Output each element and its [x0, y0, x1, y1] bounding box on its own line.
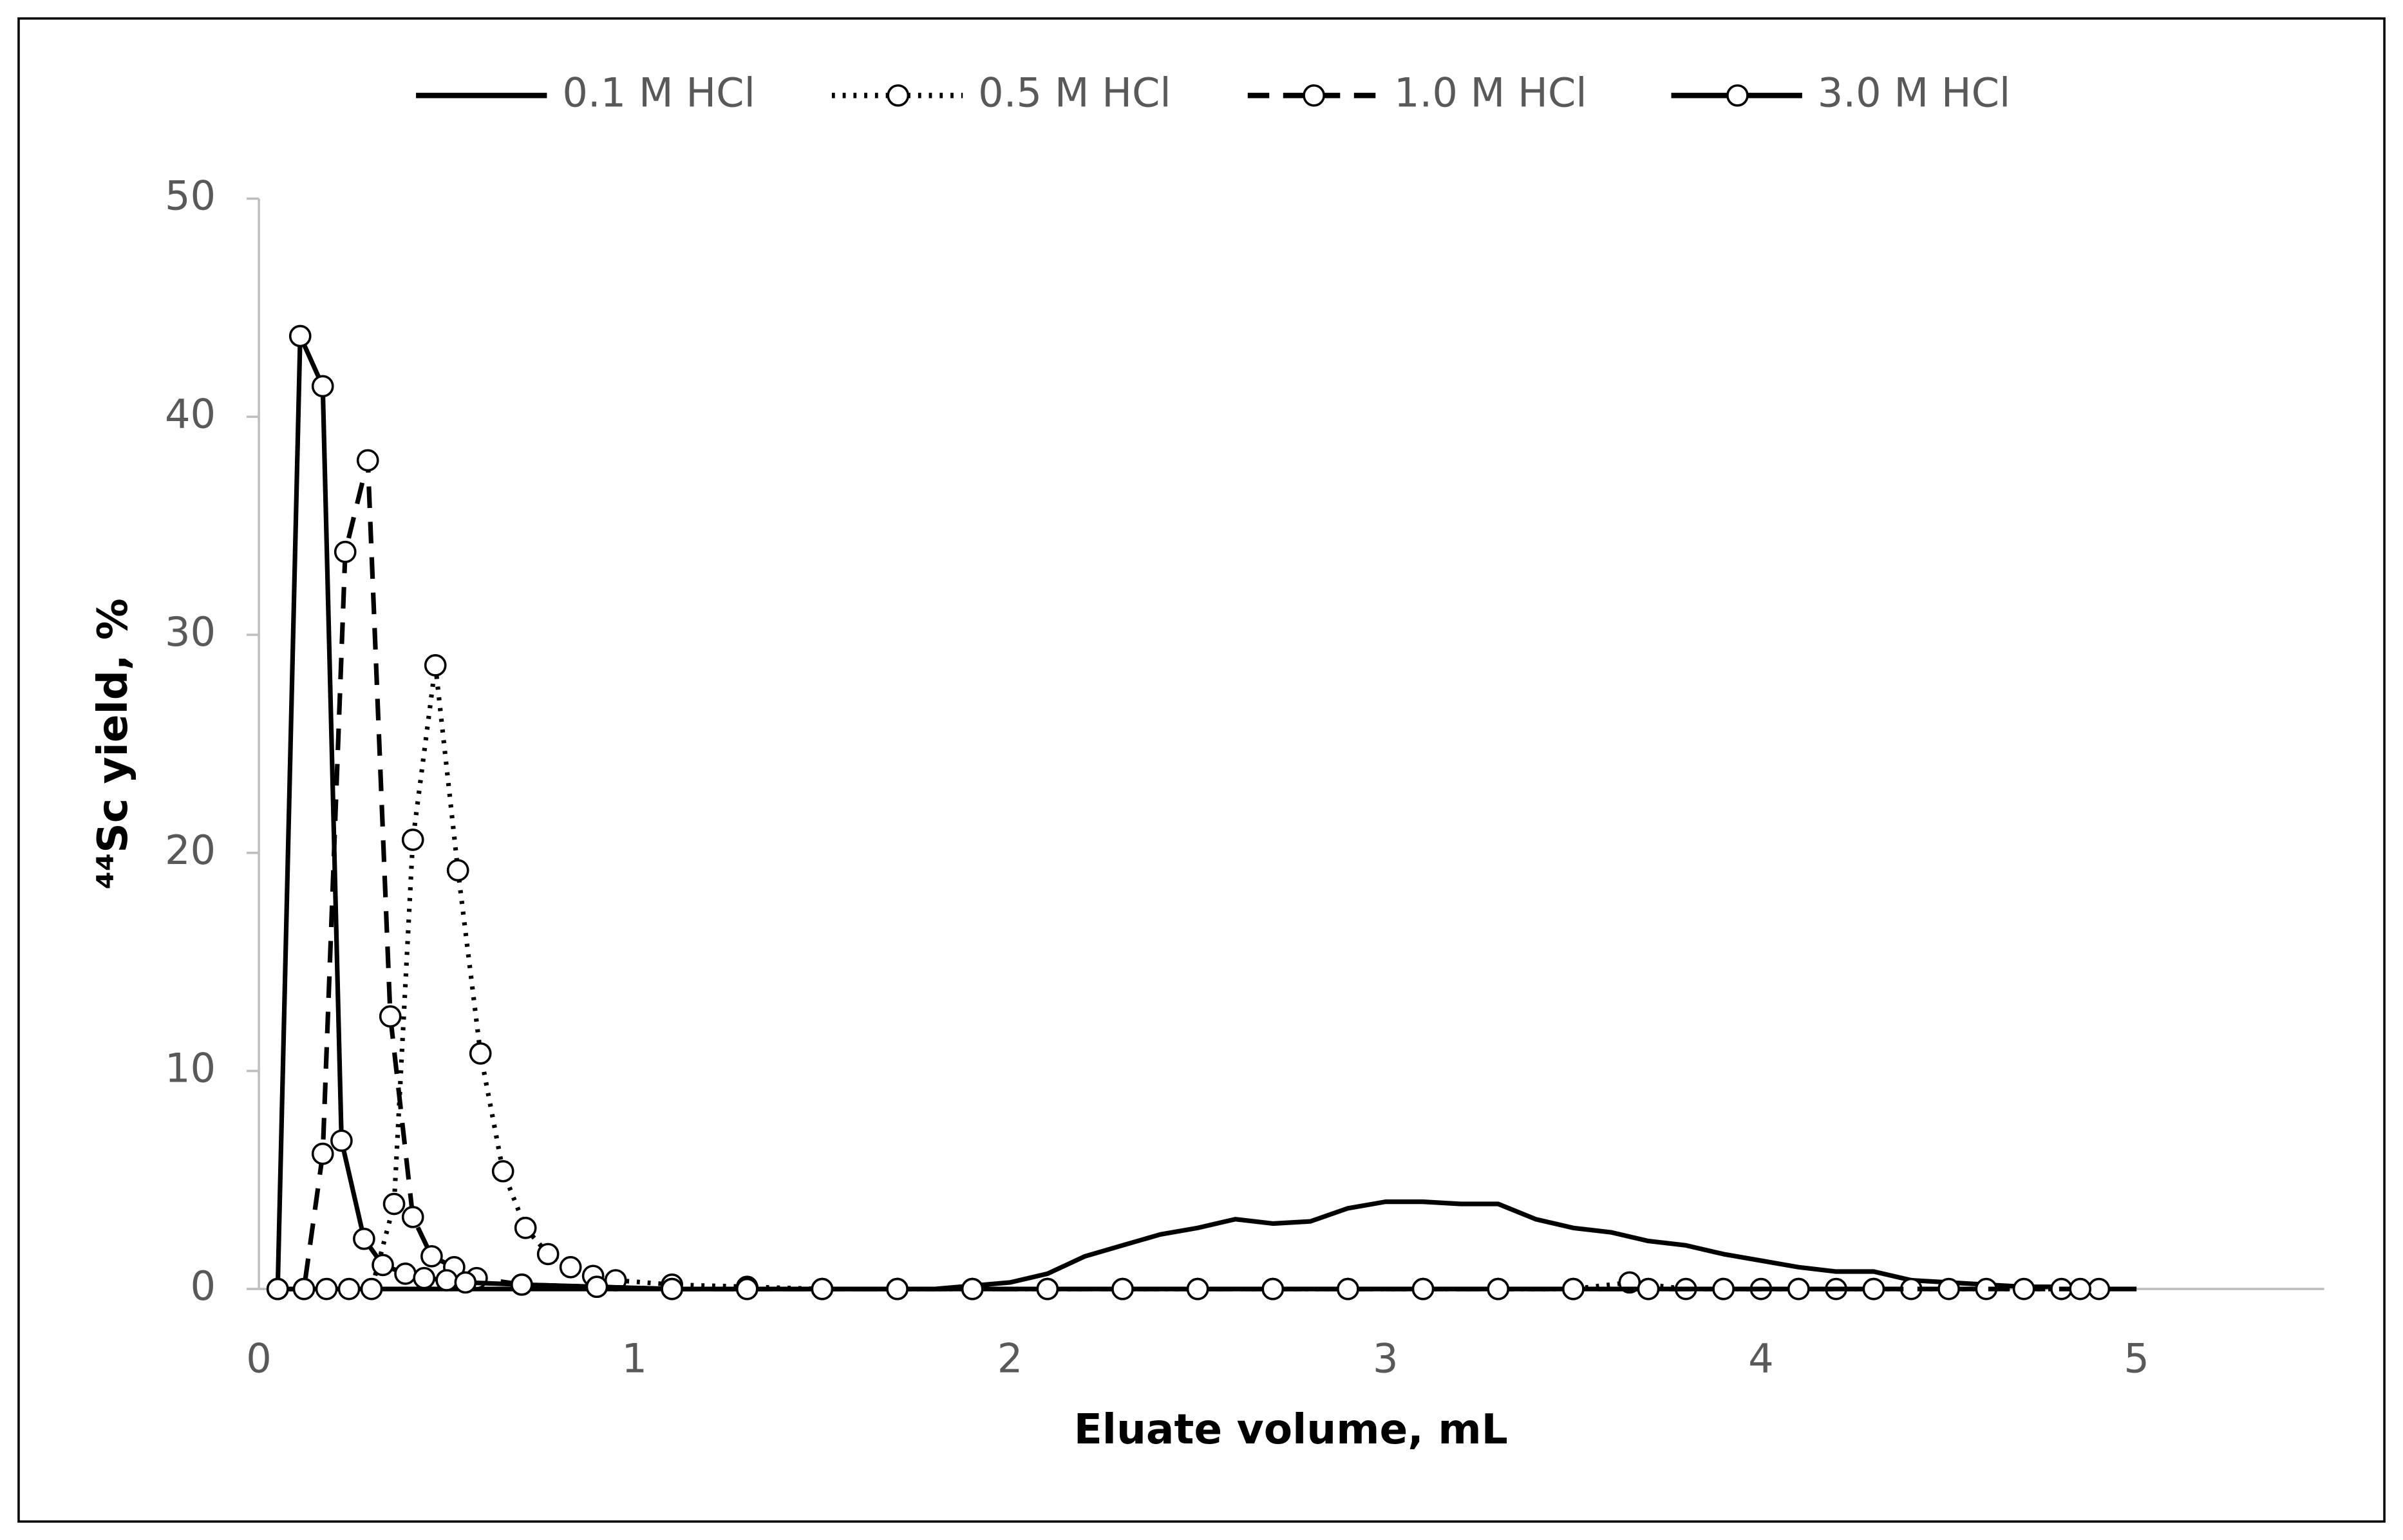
data-point: [266, 1277, 289, 1301]
legend-label: 0.5 M HCl: [978, 69, 1171, 116]
data-point: [311, 375, 334, 398]
legend-label: 3.0 M HCl: [1818, 69, 2011, 116]
data-point: [1186, 1277, 1209, 1301]
data-point: [454, 1271, 477, 1294]
data-point: [961, 1277, 984, 1301]
y-tick-label: 20: [165, 827, 216, 874]
data-point: [735, 1277, 759, 1301]
x-axis-label: Eluate volume, mL: [1074, 1405, 1508, 1454]
data-point: [311, 1142, 334, 1165]
data-point: [413, 1266, 436, 1290]
data-point: [379, 1005, 402, 1028]
x-tick-label: 4: [1748, 1335, 1774, 1382]
data-point: [469, 1042, 492, 1065]
data-point: [446, 859, 469, 882]
data-point: [1111, 1277, 1134, 1301]
data-point: [353, 1227, 375, 1250]
data-point: [514, 1216, 537, 1239]
data-point: [356, 449, 379, 472]
data-point: [1712, 1277, 1735, 1301]
data-point: [2087, 1277, 2111, 1301]
data-point: [559, 1255, 582, 1279]
data-point: [536, 1243, 560, 1266]
data-point: [1561, 1277, 1585, 1301]
legend-marker: [1303, 84, 1325, 107]
data-point: [288, 324, 312, 348]
data-point: [330, 1129, 353, 1152]
data-point: [424, 654, 447, 677]
legend-label: 1.0 M HCl: [1394, 69, 1587, 116]
x-tick-label: 5: [2124, 1335, 2149, 1382]
legend-marker: [887, 84, 910, 107]
x-tick-label: 0: [246, 1335, 272, 1382]
data-point: [394, 1263, 417, 1285]
x-tick-label: 1: [622, 1335, 648, 1382]
data-point: [435, 1269, 458, 1291]
legend-label: 0.1 M HCl: [562, 69, 755, 116]
data-point: [1487, 1277, 1510, 1301]
y-tick-label: 10: [165, 1044, 216, 1091]
data-point: [334, 540, 357, 563]
data-point: [292, 1277, 316, 1301]
data-point: [337, 1277, 361, 1301]
data-point: [491, 1160, 514, 1183]
data-point: [1862, 1277, 1885, 1301]
data-point: [1937, 1277, 1960, 1301]
legend-marker: [1726, 84, 1749, 107]
x-tick-label: 2: [997, 1335, 1023, 1382]
data-point: [360, 1277, 383, 1301]
data-point: [2069, 1277, 2092, 1301]
x-tick-label: 3: [1373, 1335, 1399, 1382]
data-point: [886, 1277, 909, 1301]
data-point: [1411, 1277, 1435, 1301]
y-axis-label: ⁴⁴Sc yield, %: [89, 598, 137, 889]
data-point: [585, 1275, 608, 1299]
data-point: [1337, 1277, 1359, 1301]
data-point: [661, 1277, 683, 1301]
y-tick-label: 0: [191, 1263, 216, 1310]
data-point: [2012, 1277, 2035, 1301]
data-point: [1787, 1277, 1810, 1301]
y-tick-label: 40: [165, 390, 216, 437]
data-point: [811, 1277, 834, 1301]
data-point: [315, 1277, 338, 1301]
data-point: [372, 1254, 394, 1277]
data-point: [511, 1273, 533, 1296]
data-point: [1261, 1277, 1285, 1301]
data-point: [1036, 1277, 1059, 1301]
data-point: [382, 1192, 406, 1216]
y-tick-label: 30: [165, 608, 216, 655]
data-point: [420, 1244, 443, 1268]
data-point: [401, 829, 424, 851]
data-point: [1637, 1277, 1660, 1301]
data-point: [401, 1205, 424, 1228]
y-tick-label: 50: [165, 173, 216, 220]
